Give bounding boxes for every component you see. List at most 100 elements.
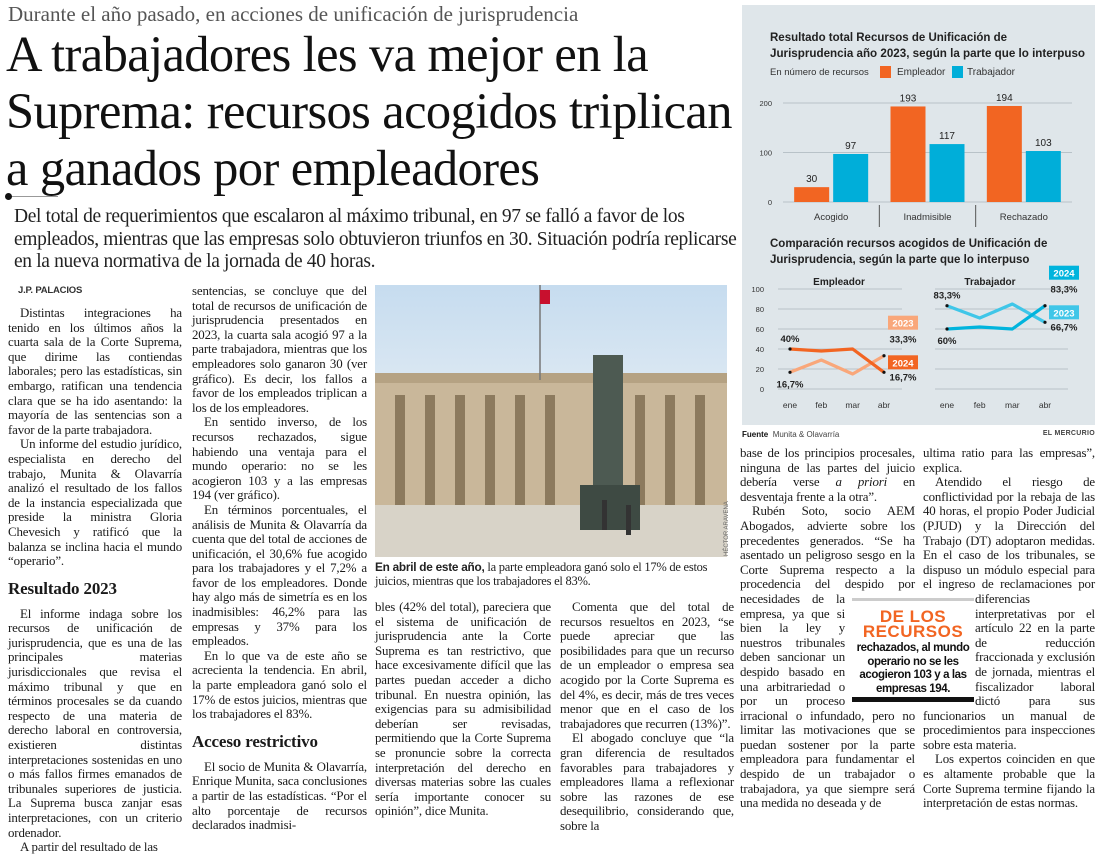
- bar-value-label: 103: [1035, 138, 1052, 149]
- year-tag-2024: [1049, 265, 1079, 280]
- kicker: Durante el año pasado, en acciones de un…: [8, 2, 579, 26]
- paragraph: El informe indaga sobre los recursos de …: [8, 606, 182, 840]
- data-point: [945, 327, 949, 331]
- x-category-label: Inadmisible: [903, 212, 951, 223]
- year-tag-2023: [888, 315, 918, 330]
- data-point: [882, 354, 886, 358]
- x-category-label: Rechazado: [1000, 212, 1048, 223]
- bar-trabajador: [929, 144, 965, 202]
- bar-value-label: 193: [900, 93, 917, 104]
- start-value-label: 83,3%: [934, 291, 961, 302]
- legend-label: Empleador: [897, 67, 946, 78]
- article-column-1: Distintas integraciones ha tenido en los…: [8, 306, 182, 855]
- photo-caption: En abril de este año, la parte empleador…: [375, 560, 735, 588]
- paragraph: El socio de Munita & Olavarría, Enrique …: [192, 759, 367, 833]
- line-trabajador-2024: [946, 304, 1046, 331]
- bar-empleador: [794, 187, 830, 202]
- bar-value-label: 194: [996, 93, 1013, 104]
- paragraph: sentencias, se concluye que del total de…: [192, 284, 367, 415]
- supreme-court-photo: [375, 285, 727, 557]
- paragraph: Los expertos coinciden en que es altamen…: [923, 752, 1095, 811]
- x-tick-label: ene: [940, 400, 954, 410]
- y-tick-label: 100: [751, 285, 764, 294]
- paragraph: En sentido inverso, de los recursos rech…: [192, 415, 367, 503]
- x-tick-label: feb: [815, 400, 827, 410]
- end-value-label: 16,7%: [890, 372, 917, 383]
- infographic-panel: Resultado total Recursos de Unificación …: [742, 5, 1095, 425]
- y-tick-label: 40: [756, 345, 764, 354]
- article-column-4: Comenta que del total de recursos resuel…: [560, 600, 734, 834]
- x-tick-label: abr: [878, 400, 890, 410]
- paragraph: Comenta que del total de recursos resuel…: [560, 600, 734, 731]
- pull-quote: DE LOS RECURSOS rechazados, al mundo ope…: [852, 598, 974, 702]
- chart-subtitle: En número de recursos: [770, 67, 869, 78]
- y-tick-label: 20: [756, 365, 764, 374]
- data-point: [1043, 320, 1047, 324]
- start-value-label: 16,7%: [777, 379, 804, 390]
- data-point: [788, 347, 792, 351]
- legend-label: Trabajador: [967, 67, 1016, 78]
- subheading: Resultado 2023: [8, 578, 117, 598]
- chart-title: Jurisprudencia, según la parte que lo in…: [770, 254, 1029, 266]
- start-value-label: 40%: [780, 334, 800, 345]
- y-tick-label: 0: [760, 385, 764, 394]
- paragraph: Atendido el riesgo de conflictividad por…: [923, 475, 1095, 752]
- y-tick-label: 0: [768, 198, 772, 207]
- start-value-label: 60%: [937, 336, 957, 347]
- bar-trabajador: [833, 153, 869, 202]
- year-tag-2024: [888, 355, 918, 370]
- pull-quote-title: DE LOS RECURSOS: [862, 607, 964, 641]
- deck-bullet-icon: [5, 193, 12, 200]
- paragraph: A partir del resultado de las: [20, 840, 158, 855]
- bar-empleador: [890, 106, 926, 202]
- caption-lead: En abril de este año,: [375, 560, 485, 574]
- x-tick-label: feb: [974, 400, 986, 410]
- paragraph: ultima ratio para las empresas”, explica…: [923, 446, 1095, 475]
- charts-svg: Resultado total Recursos de Unificación …: [751, 32, 1085, 410]
- text: en desventaja frente a la otra”.: [740, 475, 915, 504]
- source-line: Fuente Munita & Olavarría EL MERCURIO: [742, 430, 1095, 439]
- end-value-label: 33,3%: [890, 335, 917, 346]
- x-tick-label: mar: [1005, 400, 1020, 410]
- byline: J.P. PALACIOS: [18, 285, 83, 296]
- chart-title: Resultado total Recursos de Unificación …: [770, 32, 1007, 44]
- x-tick-label: abr: [1039, 400, 1051, 410]
- headline: A trabajadores les va mejor en la Suprem…: [6, 26, 732, 196]
- y-tick-label: 100: [759, 149, 772, 158]
- paragraph: Distintas integraciones ha tenido en los…: [8, 306, 182, 437]
- y-tick-label: 80: [756, 305, 764, 314]
- paragraph: base de los principios procesales, ningu…: [740, 446, 915, 504]
- line-empleador-2024: [789, 347, 885, 374]
- year-tag-label: 2023: [892, 319, 913, 330]
- building-illustration: [375, 285, 727, 557]
- photo-credit: HÉCTOR ARAVENA: [724, 501, 730, 556]
- source-text: Munita & Olavarría: [772, 430, 840, 439]
- source-label: Fuente: [742, 430, 769, 439]
- deck: Del total de requerimientos que escalaro…: [14, 206, 737, 272]
- line-trabajador-2023: [946, 302, 1046, 324]
- article-column-2: sentencias, se concluye que del total de…: [192, 284, 367, 833]
- x-tick-label: ene: [783, 400, 797, 410]
- paragraph: Un informe del estudio jurídico, especia…: [8, 437, 182, 569]
- data-point: [1043, 304, 1047, 308]
- year-tag-label: 2024: [1053, 269, 1075, 280]
- legend-swatch-trabajador: [952, 66, 963, 78]
- year-tag-label: 2023: [1053, 308, 1074, 319]
- panel-title: Empleador: [813, 277, 865, 288]
- bar-value-label: 97: [845, 141, 857, 152]
- y-tick-label: 60: [756, 325, 764, 334]
- bar-empleador: [986, 105, 1022, 202]
- data-point: [882, 370, 886, 374]
- x-tick-label: mar: [845, 400, 860, 410]
- paragraph: El abogado concluye que “la gran diferen…: [560, 731, 734, 833]
- chart-title: Jurisprudencia año 2023, según la parte …: [770, 48, 1085, 60]
- legend-swatch-empleador: [880, 66, 891, 78]
- article-column-3: bles (42% del total), pareciera que el s…: [375, 600, 551, 819]
- chart-title: Comparación recursos acogidos de Unifica…: [770, 238, 1047, 250]
- x-category-label: Acogido: [814, 212, 848, 223]
- panel-title: Trabajador: [964, 277, 1015, 288]
- brand-logo: EL MERCURIO: [1042, 430, 1095, 437]
- text: base de los principios procesales, ningu…: [740, 446, 915, 490]
- subheading: Acceso restrictivo: [192, 731, 318, 751]
- deck-rule: [8, 196, 58, 197]
